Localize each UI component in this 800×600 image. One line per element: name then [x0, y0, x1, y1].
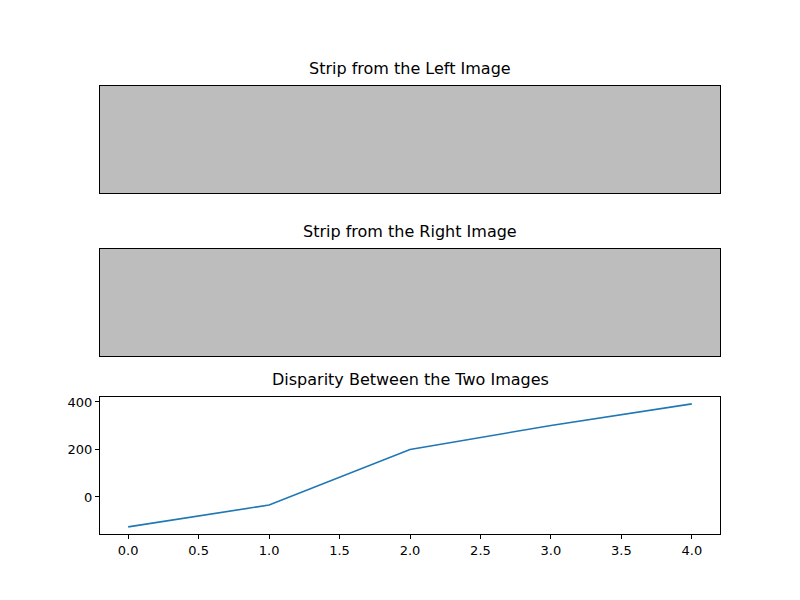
svg-text:Strip from the Right Image: Strip from the Right Image: [303, 222, 517, 241]
svg-text:3.5: 3.5: [611, 543, 632, 558]
svg-text:3.0: 3.0: [541, 543, 562, 558]
svg-text:2.5: 2.5: [470, 543, 491, 558]
svg-text:Strip from the Left Image: Strip from the Left Image: [309, 59, 511, 78]
svg-text:0: 0: [84, 490, 92, 505]
svg-text:200: 200: [68, 442, 93, 457]
svg-text:1.0: 1.0: [259, 543, 280, 558]
svg-text:2.0: 2.0: [400, 543, 421, 558]
svg-text:4.0: 4.0: [681, 543, 702, 558]
svg-text:400: 400: [68, 395, 93, 410]
svg-text:0.5: 0.5: [188, 543, 209, 558]
svg-text:Disparity Between the Two Imag: Disparity Between the Two Images: [272, 370, 549, 389]
svg-text:0.0: 0.0: [118, 543, 139, 558]
svg-text:1.5: 1.5: [329, 543, 350, 558]
